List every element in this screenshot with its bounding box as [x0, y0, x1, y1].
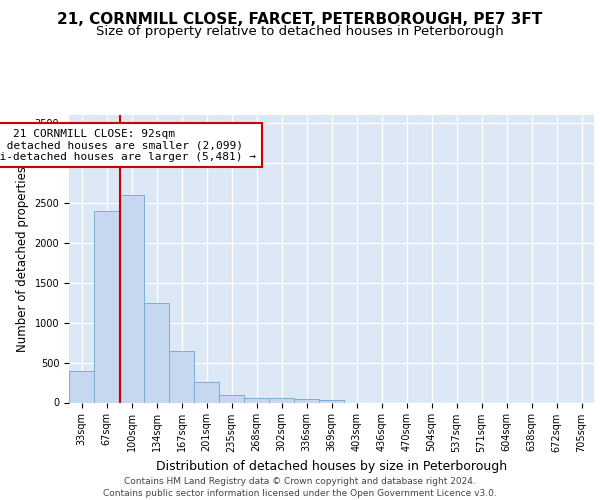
- Y-axis label: Number of detached properties: Number of detached properties: [16, 166, 29, 352]
- Bar: [94, 211, 119, 402]
- Bar: [269, 398, 293, 402]
- Bar: [169, 352, 194, 403]
- Bar: [70, 372, 94, 402]
- Bar: [295, 399, 319, 402]
- X-axis label: Distribution of detached houses by size in Peterborough: Distribution of detached houses by size …: [156, 460, 507, 473]
- Text: Contains public sector information licensed under the Open Government Licence v3: Contains public sector information licen…: [103, 489, 497, 498]
- Text: 21, CORNMILL CLOSE, FARCET, PETERBOROUGH, PE7 3FT: 21, CORNMILL CLOSE, FARCET, PETERBOROUGH…: [58, 12, 542, 28]
- Text: Size of property relative to detached houses in Peterborough: Size of property relative to detached ho…: [96, 25, 504, 38]
- Bar: [244, 398, 269, 402]
- Text: Contains HM Land Registry data © Crown copyright and database right 2024.: Contains HM Land Registry data © Crown c…: [124, 478, 476, 486]
- Bar: [119, 195, 143, 402]
- Bar: [220, 394, 244, 402]
- Bar: [194, 382, 218, 402]
- Bar: [145, 304, 169, 402]
- Bar: [319, 400, 344, 402]
- Text: 21 CORNMILL CLOSE: 92sqm
← 27% of detached houses are smaller (2,099)
72% of sem: 21 CORNMILL CLOSE: 92sqm ← 27% of detach…: [0, 128, 256, 162]
